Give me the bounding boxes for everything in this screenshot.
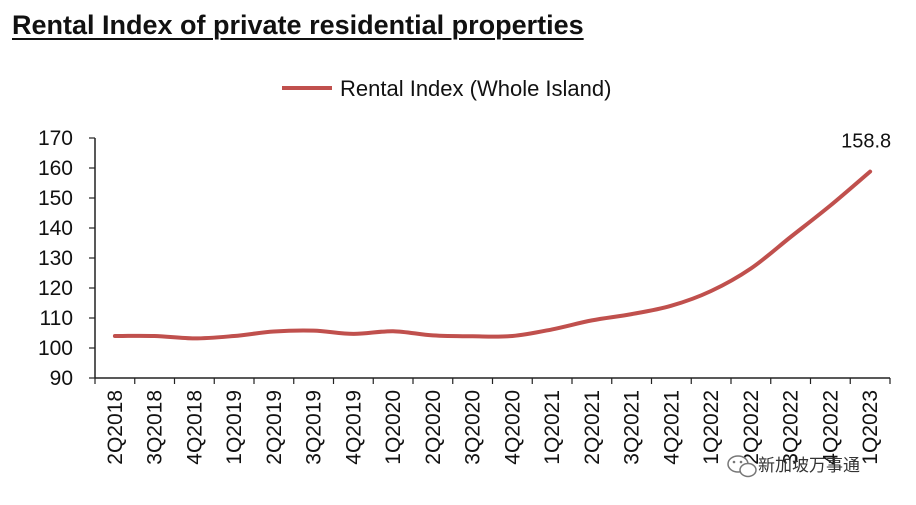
page-title: Rental Index of private residential prop… bbox=[12, 10, 584, 40]
x-tick-label: 1Q2020 bbox=[382, 390, 405, 465]
x-tick-label: 4Q2019 bbox=[342, 390, 365, 465]
y-tick-label: 120 bbox=[38, 277, 73, 300]
y-tick-label: 150 bbox=[38, 187, 73, 210]
x-tick-label: 3Q2020 bbox=[462, 390, 485, 465]
legend-label: Rental Index (Whole Island) bbox=[340, 76, 611, 101]
x-axis-ticks: 2Q2018 3Q2018 4Q2018 1Q2019 2Q2019 3Q2019 4Q20… bbox=[94, 378, 891, 465]
y-tick-label: 90 bbox=[50, 367, 73, 390]
x-tick-label: 4Q2022 bbox=[819, 390, 842, 465]
data-labels: 158.8 bbox=[841, 131, 891, 153]
x-tick-label: 4Q2021 bbox=[660, 390, 683, 465]
y-tick-label: 170 bbox=[38, 127, 73, 150]
x-tick-label: 3Q2022 bbox=[780, 390, 803, 465]
y-axis-ticks: 90 100 110 120 130 140 150 160 170 bbox=[38, 127, 95, 390]
x-tick-label: 3Q2021 bbox=[621, 390, 644, 465]
y-tick-label: 160 bbox=[38, 157, 73, 180]
x-tick-label: 2Q2019 bbox=[263, 390, 286, 465]
x-tick-label: 1Q2021 bbox=[541, 390, 564, 465]
x-tick-label: 4Q2020 bbox=[501, 390, 524, 465]
legend: Rental Index (Whole Island) bbox=[282, 76, 611, 101]
wechat-icon bbox=[727, 455, 757, 478]
data-label: 158.8 bbox=[841, 131, 891, 153]
x-tick-label: 4Q2018 bbox=[183, 390, 206, 465]
y-tick-label: 130 bbox=[38, 247, 73, 270]
y-tick-label: 140 bbox=[38, 217, 73, 240]
y-tick-label: 110 bbox=[40, 307, 73, 330]
x-tick-label: 1Q2022 bbox=[700, 390, 723, 465]
x-tick-label: 2Q2020 bbox=[422, 390, 445, 465]
x-tick-label: 3Q2018 bbox=[144, 390, 167, 465]
series-line bbox=[112, 169, 873, 341]
x-tick-label: 2Q2022 bbox=[740, 390, 763, 465]
x-tick-label: 2Q2021 bbox=[581, 390, 604, 465]
x-tick-label: 1Q2023 bbox=[859, 390, 882, 465]
series-layer bbox=[112, 169, 873, 341]
axes bbox=[94, 138, 890, 379]
y-tick-label: 100 bbox=[38, 337, 73, 360]
watermark-text: 新加坡万事通 bbox=[758, 456, 860, 476]
x-tick-label: 2Q2018 bbox=[104, 390, 127, 465]
watermark: 新加坡万事通 bbox=[727, 455, 860, 478]
x-tick-label: 1Q2019 bbox=[223, 390, 246, 465]
x-tick-label: 3Q2019 bbox=[303, 390, 326, 465]
